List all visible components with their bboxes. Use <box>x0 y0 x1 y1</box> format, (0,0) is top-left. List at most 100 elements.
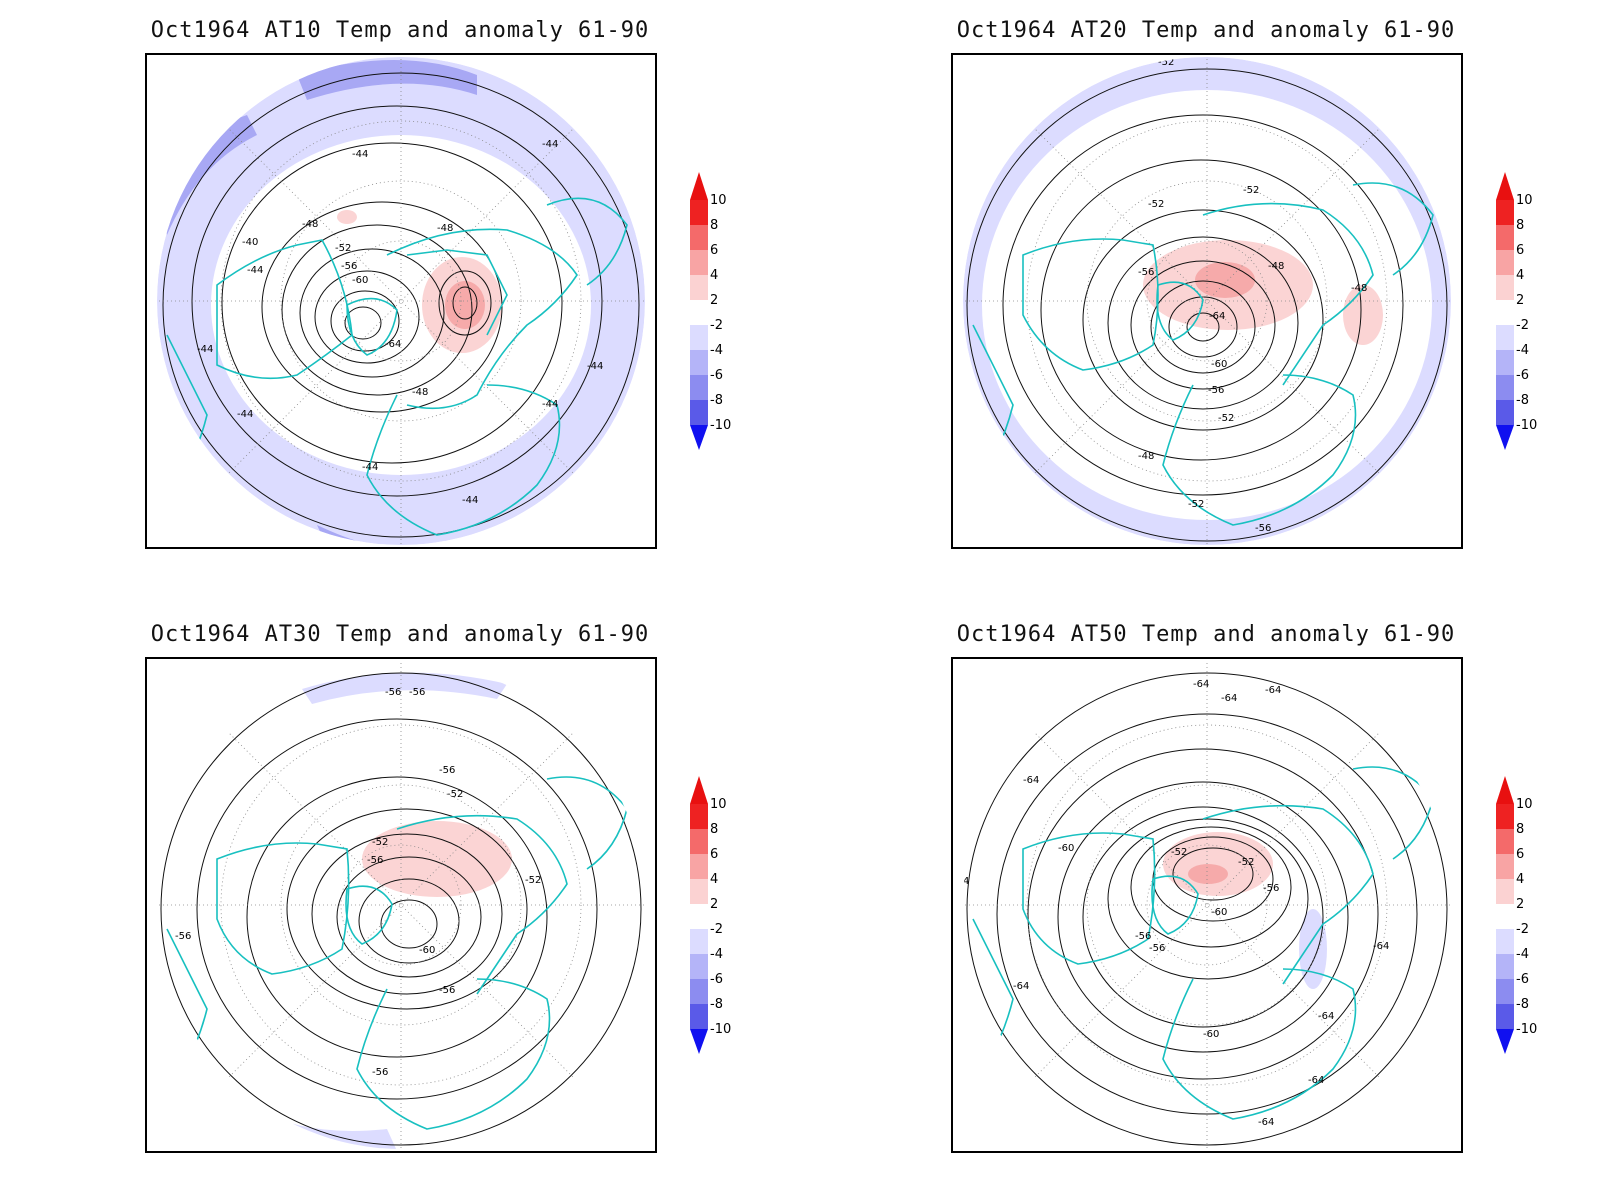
contour-label: -52 <box>1171 847 1187 858</box>
panel-title: Oct1964 AT10 Temp and anomaly 61-90 <box>150 18 650 43</box>
anomaly-fill <box>445 281 485 329</box>
contour-label: -52 <box>1243 185 1259 196</box>
colorbar-label: -2 <box>710 318 723 333</box>
panel-title: Oct1964 AT20 Temp and anomaly 61-90 <box>956 18 1456 43</box>
colorbar-arrow-bottom <box>1496 1029 1514 1054</box>
contours <box>966 672 1448 1146</box>
colorbar-label: 8 <box>710 218 718 233</box>
map-svg: -52 -52 -52 -48 -48 -48 -56 -56 -60 -64 … <box>963 57 1451 545</box>
anomaly-fill <box>362 821 512 897</box>
graticule <box>963 661 1451 1149</box>
contour-label: -40 <box>242 237 258 248</box>
contour-labels: -64 -64 -64 -64 -60 -52 -52 -56 -56 -56 … <box>953 679 1389 1128</box>
coastlines <box>166 197 628 536</box>
polar-map-at30: -56 -56 -56 -52 -52 -56 -52 -56 -60 -56 … <box>145 657 657 1153</box>
contour-label: -64 <box>1308 1075 1324 1086</box>
contour-label: -48 <box>1351 283 1367 294</box>
colorbar-swatch <box>690 300 708 325</box>
contour-label: -60 <box>1211 359 1227 370</box>
colorbar-swatch <box>690 904 708 929</box>
contour-label: -48 <box>1268 261 1284 272</box>
colorbar-swatch <box>1496 879 1514 904</box>
contour-label: -48 <box>1138 451 1154 462</box>
colorbar-swatch <box>690 250 708 275</box>
anomaly-fill <box>1163 832 1273 896</box>
contour-label: -60 <box>1211 907 1227 918</box>
contour-labels: -52 -52 -52 -48 -48 -48 -56 -56 -60 -64 … <box>1138 57 1367 534</box>
contour-label: -64 <box>385 339 401 350</box>
colorbar-label: -8 <box>1516 393 1529 408</box>
colorbar-swatch <box>1496 979 1514 1004</box>
colorbar-swatch <box>690 979 708 1004</box>
anomaly-fill <box>1188 864 1228 884</box>
contour-label: -64 <box>1221 693 1237 704</box>
contour-label: -56 <box>1208 385 1224 396</box>
contour-label: -64 <box>953 876 969 887</box>
contour-label: -44 <box>542 139 558 150</box>
contour-labels: -56 -56 -56 -52 -52 -56 -52 -56 -60 -56 … <box>175 687 541 1078</box>
colorbar-label: 10 <box>1516 193 1533 208</box>
contour-label: -64 <box>1373 941 1389 952</box>
colorbar-at50: 10 8 6 4 2 -2 -4 -6 -8 -10 <box>1496 776 1556 1060</box>
colorbar-swatch <box>690 879 708 904</box>
contour-label: -56 <box>1255 523 1271 534</box>
colorbar-swatch <box>1496 854 1514 879</box>
anomaly-fill <box>157 115 257 235</box>
colorbar-at20: 10 8 6 4 2 -2 -4 -6 -8 -10 <box>1496 172 1556 456</box>
colorbar-arrow-top <box>690 776 708 804</box>
colorbar-label: 4 <box>710 872 718 887</box>
colorbar-swatch <box>690 954 708 979</box>
anomaly-fill <box>1343 285 1383 345</box>
colorbar-label: 6 <box>1516 243 1524 258</box>
contour-label: -60 <box>419 945 435 956</box>
colorbar-swatch <box>690 375 708 400</box>
colorbar-swatch <box>1496 804 1514 829</box>
polar-map-at20: -52 -52 -52 -48 -48 -48 -56 -56 -60 -64 … <box>951 53 1463 549</box>
colorbar-label: -6 <box>1516 368 1529 383</box>
colorbar-swatch <box>690 854 708 879</box>
contour-label: -44 <box>587 361 603 372</box>
contour-label: -56 <box>1135 931 1151 942</box>
contour-label: -52 <box>525 875 541 886</box>
contour-label: -64 <box>1318 1011 1334 1022</box>
colorbar-label: -10 <box>1516 418 1537 433</box>
contour-label: -44 <box>237 409 253 420</box>
anomaly-fill <box>157 661 645 1149</box>
colorbar-label: -10 <box>710 1022 731 1037</box>
map-svg: -44 -48 -52 -56 -60 -64 -40 -44 -44 -44 … <box>157 57 645 545</box>
colorbar-label: 2 <box>1516 293 1524 308</box>
colorbar-label: -8 <box>1516 997 1529 1012</box>
contour-label: -52 <box>372 837 388 848</box>
contour-label: -64 <box>1023 775 1039 786</box>
contour-label: -44 <box>197 344 213 355</box>
colorbar-label: 10 <box>710 193 727 208</box>
contour-label: -56 <box>367 855 383 866</box>
colorbar-swatch <box>1496 350 1514 375</box>
graticule <box>157 661 645 1149</box>
colorbar-arrow-top <box>1496 776 1514 804</box>
contour-label: -64 <box>1209 311 1225 322</box>
contour-label: -56 <box>439 985 455 996</box>
colorbar-swatch <box>690 1004 708 1029</box>
panel-title: Oct1964 AT50 Temp and anomaly 61-90 <box>956 622 1456 647</box>
contour-label: -64 <box>1265 685 1281 696</box>
colorbar-label: 4 <box>1516 872 1524 887</box>
colorbar-label: -4 <box>710 947 723 962</box>
anomaly-fill <box>963 661 1451 1149</box>
contour-label: -56 <box>385 687 401 698</box>
colorbar-swatch <box>1496 275 1514 300</box>
colorbar-label: -4 <box>1516 947 1529 962</box>
contours <box>160 672 642 1146</box>
colorbar-label: -6 <box>710 972 723 987</box>
coastlines <box>972 182 1434 526</box>
contour-label: -44 <box>352 149 368 160</box>
colorbar-label: 2 <box>710 293 718 308</box>
polar-map-at50: -64 -64 -64 -64 -60 -52 -52 -56 -56 -56 … <box>951 657 1463 1153</box>
contour-label: -56 <box>341 261 357 272</box>
colorbar-label: 8 <box>1516 218 1524 233</box>
colorbar-swatch <box>1496 400 1514 425</box>
colorbar-swatch <box>1496 904 1514 929</box>
colorbar-swatch <box>1496 300 1514 325</box>
contour-label: -52 <box>1238 857 1254 868</box>
contour-labels: -44 -48 -52 -56 -60 -64 -40 -44 -44 -44 … <box>197 139 603 506</box>
